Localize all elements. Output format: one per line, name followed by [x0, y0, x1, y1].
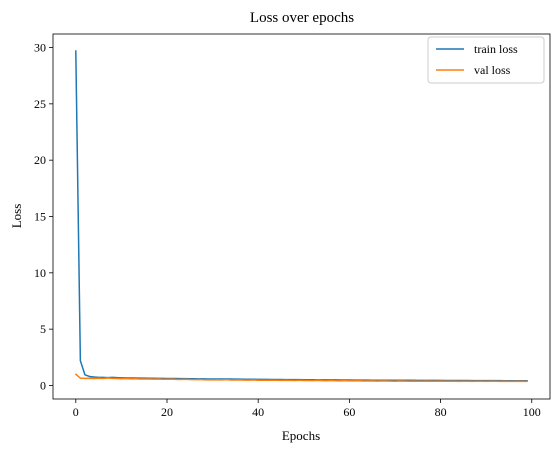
axes-frame — [52, 33, 551, 400]
x-axis-label: Epochs — [282, 428, 320, 443]
chart-title: Loss over epochs — [250, 10, 354, 26]
legend-label-val-loss: val loss — [474, 63, 511, 77]
legend-label-train-loss: train loss — [474, 42, 518, 56]
y-axis: 0 5 10 15 20 25 30 — [34, 41, 53, 392]
y-tick-label: 0 — [40, 378, 46, 392]
y-tick-label: 5 — [40, 322, 46, 336]
y-axis-label: Loss — [9, 204, 24, 229]
plot-area — [75, 50, 528, 383]
y-tick-label: 15 — [34, 210, 46, 224]
y-tick-label: 10 — [34, 266, 46, 280]
x-tick-label: 80 — [435, 405, 447, 419]
x-tick-label: 60 — [343, 405, 355, 419]
series-line-val-loss — [75, 373, 528, 383]
series-line-train-loss — [75, 50, 528, 382]
legend: train loss val loss — [427, 36, 545, 84]
x-tick-label: 20 — [161, 405, 173, 419]
y-tick-label: 20 — [34, 153, 46, 167]
x-tick-label: 40 — [252, 405, 264, 419]
y-tick-label: 30 — [34, 41, 46, 55]
y-tick-label: 25 — [34, 97, 46, 111]
x-tick-label: 0 — [73, 405, 79, 419]
x-axis: 0 20 40 60 80 100 — [73, 399, 541, 419]
x-tick-label: 100 — [523, 405, 541, 419]
